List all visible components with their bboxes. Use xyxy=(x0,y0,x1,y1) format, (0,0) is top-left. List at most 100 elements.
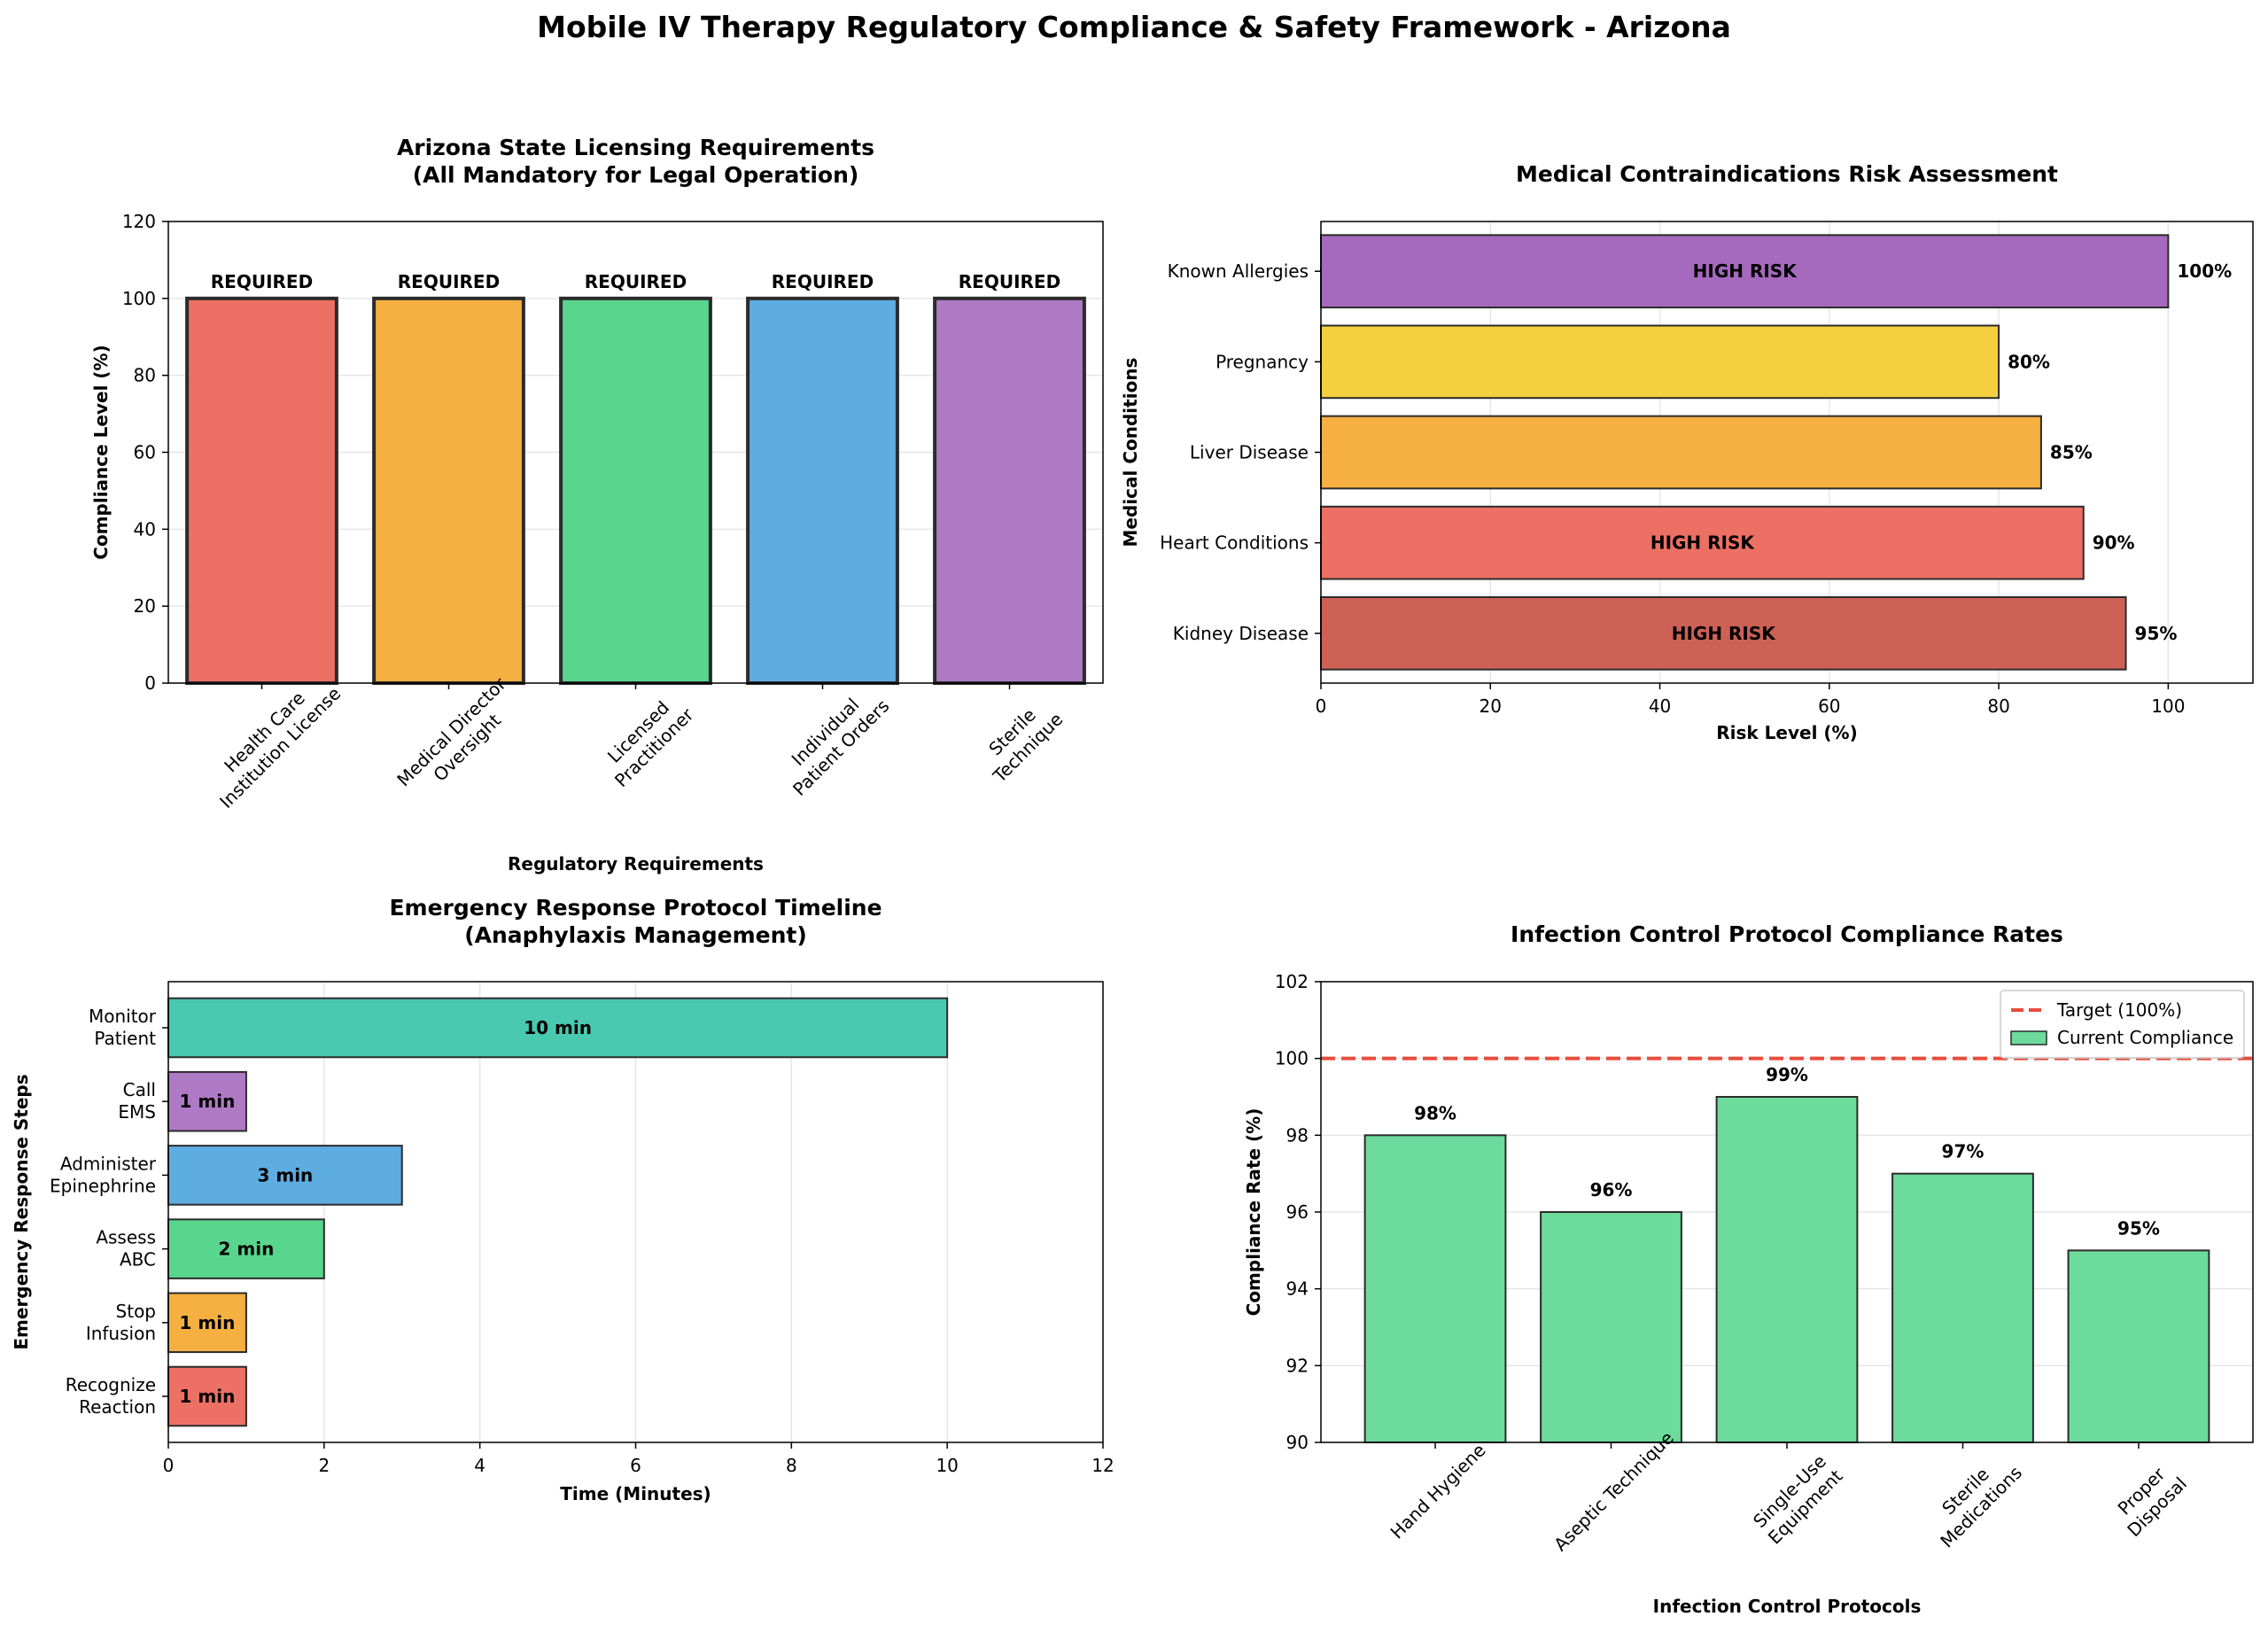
x-tick-label: 100 xyxy=(2151,696,2185,717)
bar-label: REQUIRED xyxy=(211,271,313,292)
y-tick-label: 40 xyxy=(134,518,156,540)
bar xyxy=(185,296,338,685)
bar-inner-label: HIGH RISK xyxy=(1651,532,1756,554)
legend-box xyxy=(2000,990,2245,1059)
bar xyxy=(746,296,899,685)
bar-label: REQUIRED xyxy=(959,271,1060,292)
y-tick-label: Call EMS xyxy=(118,1079,156,1123)
y-tick-label: Administer Epinephrine xyxy=(50,1153,157,1196)
x-tick-label: 20 xyxy=(1480,696,1502,717)
x-tick-label: 8 xyxy=(786,1455,797,1476)
bar xyxy=(167,1218,325,1279)
y-tick-label: 60 xyxy=(134,442,156,463)
emergency-timeline-chart: Emergency Response Protocol Timeline (Ana… xyxy=(11,895,1115,1504)
bar-value-label: 95% xyxy=(2117,1217,2160,1239)
y-tick-label: 94 xyxy=(1286,1278,1309,1300)
bar-value-label: 90% xyxy=(2093,532,2135,554)
y-tick-label: Recognize Reaction xyxy=(66,1374,156,1418)
y-tick-label: 96 xyxy=(1286,1201,1309,1223)
y-tick-label: 98 xyxy=(1286,1124,1309,1146)
x-tick-label: 80 xyxy=(1987,696,2009,717)
x-tick-label: 6 xyxy=(630,1455,641,1476)
bar xyxy=(1320,415,2042,490)
y-tick-label: 100 xyxy=(122,288,156,309)
x-tick-label: IndividualPatient Orders xyxy=(773,680,893,800)
chart-title: Arizona State Licensing Requirements (All… xyxy=(397,135,874,188)
chart-title: Emergency Response Protocol Timeline (Ana… xyxy=(389,895,882,948)
bar xyxy=(372,296,525,685)
bar xyxy=(933,296,1086,685)
bar xyxy=(1320,595,2127,671)
y-axis-label: Medical Conditions xyxy=(1120,358,1141,548)
x-tick-label: 12 xyxy=(1091,1455,1114,1476)
bar xyxy=(1715,1096,1859,1443)
y-tick-label: 120 xyxy=(122,211,156,232)
infection-control-chart: Infection Control Protocol Compliance Ra… xyxy=(1243,921,2254,1617)
bar-inner-label: 1 min xyxy=(180,1386,236,1407)
x-tick-label: 40 xyxy=(1649,696,1671,717)
bar-value-label: 99% xyxy=(1766,1064,1808,1085)
x-tick-label: 0 xyxy=(163,1455,175,1476)
bar-value-label: 95% xyxy=(2135,623,2178,644)
x-tick-label: Single-UseEquipment xyxy=(1748,1449,1847,1549)
contraindications-risk-chart: Medical Contraindications Risk Assessmen… xyxy=(1120,161,2254,743)
bar-value-label: 80% xyxy=(2008,351,2050,372)
x-axis-label: Risk Level (%) xyxy=(1716,722,1857,743)
bar xyxy=(1363,1134,1507,1444)
bar-value-label: 96% xyxy=(1590,1179,1633,1201)
x-tick-label: 0 xyxy=(1316,696,1327,717)
bar-inner-label: 1 min xyxy=(180,1312,236,1333)
x-tick-label: 2 xyxy=(318,1455,330,1476)
y-tick-label: 90 xyxy=(1286,1432,1309,1453)
bar-value-label: 100% xyxy=(2177,260,2232,282)
bar xyxy=(1320,234,2170,309)
y-tick-label: Heart Conditions xyxy=(1160,532,1309,554)
x-axis-label: Infection Control Protocols xyxy=(1653,1596,1922,1617)
bar xyxy=(559,296,712,685)
x-tick-label: Hand Hygiene xyxy=(1386,1440,1490,1543)
plot-frame xyxy=(1320,981,2254,1443)
bar xyxy=(1891,1172,2034,1443)
figure-title: Mobile IV Therapy Regulatory Compliance … xyxy=(537,10,1731,44)
bar-inner-label: HIGH RISK xyxy=(1693,260,1798,282)
y-tick-label: 92 xyxy=(1286,1355,1309,1376)
y-tick-label: 102 xyxy=(1275,971,1309,992)
x-tick-label: ProperDisposal xyxy=(2108,1457,2191,1541)
y-tick-label: 20 xyxy=(134,595,156,617)
y-tick-label: 80 xyxy=(134,365,156,386)
licensing-requirements-chart: Arizona State Licensing Requirements (All… xyxy=(90,135,1104,874)
bar-inner-label: 10 min xyxy=(524,1017,592,1038)
y-tick-label: Stop Infusion xyxy=(86,1301,156,1344)
x-tick-label: Health CareInstitution License xyxy=(199,667,345,812)
bar-value-label: 98% xyxy=(1414,1102,1456,1123)
bar xyxy=(167,1292,247,1354)
chart-title: Infection Control Protocol Compliance Ra… xyxy=(1511,921,2063,947)
y-tick-label: 0 xyxy=(144,672,156,694)
bar-value-label: 85% xyxy=(2050,442,2093,463)
y-axis-label: Emergency Response Steps xyxy=(11,1074,32,1349)
y-tick-label: Known Allergies xyxy=(1168,260,1309,282)
bar-label: REQUIRED xyxy=(772,271,874,292)
bar-inner-label: 1 min xyxy=(180,1091,236,1112)
y-tick-label: Pregnancy xyxy=(1216,351,1309,372)
x-tick-label: 4 xyxy=(474,1455,485,1476)
bar-inner-label: 3 min xyxy=(257,1164,313,1185)
bar-inner-label: HIGH RISK xyxy=(1672,623,1777,644)
plot-frame xyxy=(167,981,1104,1443)
bar xyxy=(167,1070,247,1132)
y-tick-label: Liver Disease xyxy=(1190,442,1309,463)
y-tick-label: 100 xyxy=(1275,1048,1309,1069)
y-tick-label: Monitor Patient xyxy=(89,1006,157,1049)
legend-label: Current Compliance xyxy=(2057,1027,2233,1048)
bar-label: REQUIRED xyxy=(585,271,687,292)
bar xyxy=(2067,1249,2210,1444)
x-axis-label: Regulatory Requirements xyxy=(508,853,764,874)
y-tick-label: Assess ABC xyxy=(96,1227,156,1271)
x-tick-label: LicensedPractitioner xyxy=(594,688,698,791)
plot-frame xyxy=(167,221,1104,684)
bar-label: REQUIRED xyxy=(398,271,500,292)
x-tick-label: 10 xyxy=(936,1455,958,1476)
x-tick-label: SterileMedications xyxy=(1921,1446,2026,1551)
chart-title: Medical Contraindications Risk Assessmen… xyxy=(1516,161,2058,187)
